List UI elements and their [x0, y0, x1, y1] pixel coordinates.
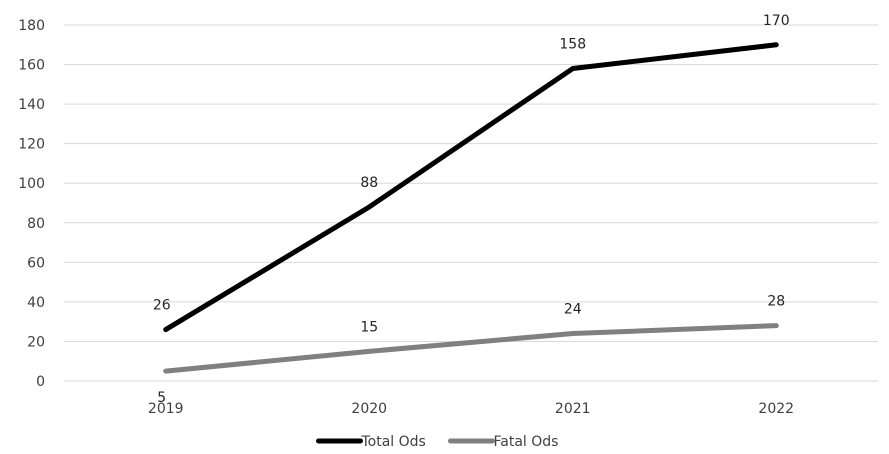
- data-label: 158: [559, 37, 586, 53]
- y-tick-label: 40: [27, 295, 45, 311]
- series-line-0: [163, 42, 779, 333]
- data-label: 88: [360, 175, 378, 191]
- y-tick-label: 60: [27, 255, 45, 271]
- legend-label: Total Ods: [361, 434, 426, 450]
- x-tick-label: 2021: [555, 401, 591, 417]
- data-label: 15: [360, 319, 378, 335]
- series: [163, 42, 779, 374]
- legend-label: Fatal Ods: [494, 434, 559, 450]
- y-tick-label: 140: [18, 97, 45, 113]
- y-tick-label: 120: [18, 137, 45, 153]
- y-tick-label: 180: [18, 18, 45, 34]
- data-labels: 26 88 158 170 5 15 24 28: [153, 13, 790, 406]
- legend: Total Ods Fatal Ods: [316, 434, 559, 450]
- data-label: 170: [763, 13, 790, 29]
- y-tick-label: 20: [27, 334, 45, 350]
- gridlines: [64, 24, 878, 382]
- x-tick-label: 2019: [148, 401, 184, 417]
- y-tick-label: 160: [18, 58, 45, 74]
- y-tick-label: 0: [36, 374, 45, 390]
- data-label: 28: [767, 294, 785, 310]
- data-label: 24: [564, 302, 582, 318]
- y-tick-label: 80: [27, 216, 45, 232]
- x-tick-label: 2020: [351, 401, 387, 417]
- data-label: 26: [153, 298, 171, 314]
- y-axis: 0 20 40 60 80 100 120 140 160 180: [18, 18, 45, 390]
- data-label: 5: [157, 390, 166, 406]
- series-line-1: [163, 323, 779, 374]
- x-tick-label: 2022: [758, 401, 794, 417]
- y-tick-label: 100: [18, 176, 45, 192]
- x-axis: 2019 2020 2021 2022: [148, 401, 794, 417]
